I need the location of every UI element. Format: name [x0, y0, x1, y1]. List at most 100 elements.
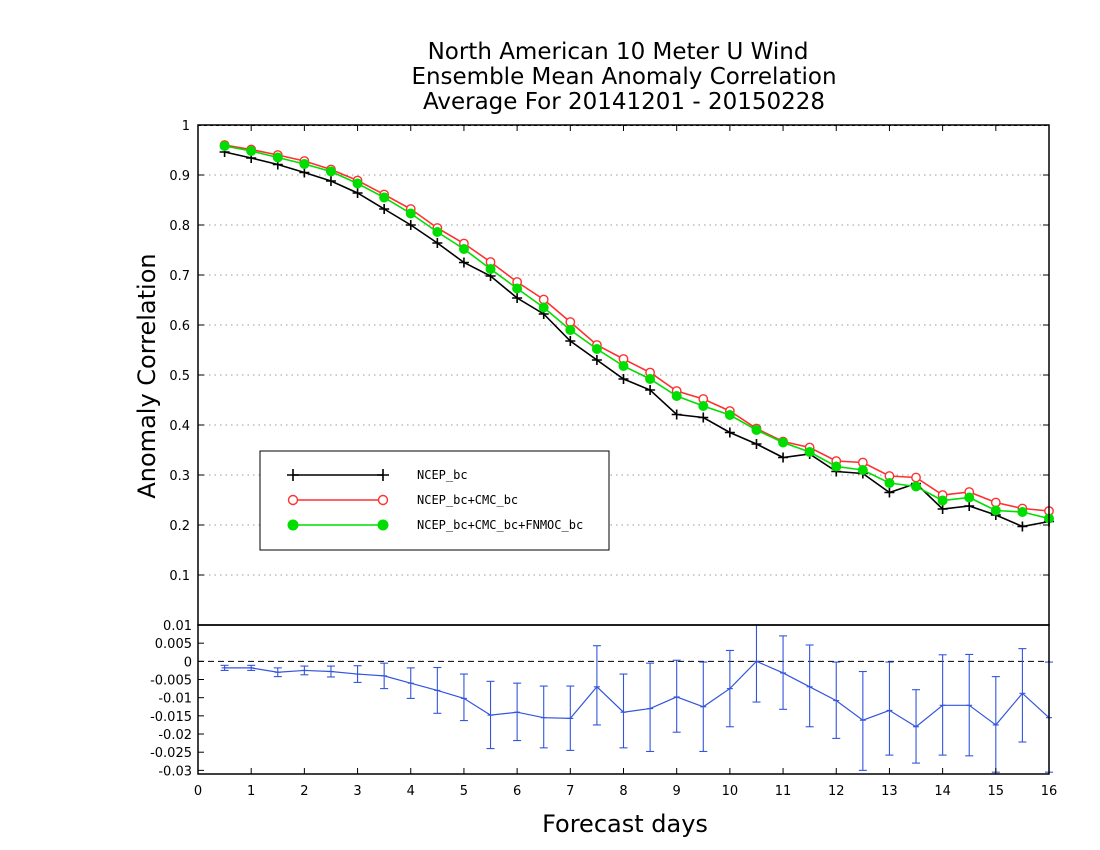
data-point [272, 152, 283, 163]
data-point [990, 497, 1001, 508]
error-bar [779, 635, 788, 710]
y-tick-label: 0.3 [169, 469, 190, 484]
error-bar [805, 644, 814, 728]
error-bar [486, 680, 495, 750]
error-bar [380, 662, 389, 690]
x-tick-label: 16 [1041, 784, 1058, 799]
legend-entry-NCEP_bc+CMC_bc: NCEP_bc+CMC_bc [287, 493, 518, 507]
data-point [778, 452, 789, 463]
y-tick-label: 0.2 [169, 519, 190, 534]
data-point [458, 244, 469, 254]
chart-title-line-1: North American 10 Meter U Wind [428, 39, 809, 65]
data-point [591, 344, 602, 354]
data-point [937, 504, 948, 514]
x-axis-ticks: 0 1 2 3 4 5 6 7 8 9 10 11 12 13 14 15 16 [194, 125, 1057, 799]
data-point [325, 166, 336, 177]
data-point [379, 192, 390, 203]
legend-marker [287, 469, 299, 481]
data-point [618, 361, 629, 371]
chart-title-line-3: Average For 20141201 - 20150228 [423, 89, 825, 115]
data-point [964, 492, 975, 503]
data-point [990, 505, 1001, 516]
y-axis-label: Anomaly Correlation [133, 253, 161, 498]
legend: NCEP_bc NCEP_bc+CMC_bc NCEP_bc+CMC_bc+FNMO… [259, 450, 610, 551]
data-point [671, 409, 682, 420]
data-point [884, 487, 895, 498]
x-tick-label: 12 [828, 784, 845, 799]
data-point [299, 159, 310, 169]
x-tick-label: 5 [460, 784, 468, 799]
upper-panel-series [219, 140, 1054, 532]
error-bar [991, 676, 1000, 773]
error-bar [247, 664, 256, 671]
legend-entry-NCEP_bc: NCEP_bc [287, 468, 468, 482]
data-point [804, 447, 815, 457]
data-point [911, 472, 921, 483]
lower-y-tick-label: -0.005 [150, 674, 192, 689]
error-bar [725, 649, 734, 728]
legend-entry-NCEP_bc+CMC_bc+FNMOC_bc: NCEP_bc+CMC_bc+FNMOC_bc [287, 518, 583, 532]
data-point [884, 478, 895, 488]
legend-marker [377, 494, 389, 506]
y-tick-label: 0.4 [169, 419, 190, 434]
data-point [645, 374, 656, 384]
data-point [565, 317, 576, 327]
error-bar [858, 670, 867, 771]
x-tick-label: 1 [247, 784, 255, 799]
data-point [432, 238, 443, 248]
x-axis-label: Forecast days [542, 810, 708, 838]
error-bar [459, 673, 468, 722]
lower-y-tick-label: 0 [184, 655, 192, 670]
data-point [751, 439, 762, 449]
lower-y-tick-label: -0.03 [158, 764, 192, 779]
x-tick-label: 13 [881, 784, 898, 799]
data-point [618, 374, 629, 384]
error-bar [220, 664, 229, 671]
error-bar [326, 665, 335, 678]
data-point [565, 336, 576, 346]
lower-y-tick-label: -0.025 [150, 746, 192, 761]
legend-label: NCEP_bc+CMC_bc [417, 493, 518, 507]
x-tick-label: 0 [194, 784, 202, 799]
data-point [432, 227, 443, 237]
upper-panel-y-ticks: 0.1 0.2 0.3 0.4 0.5 0.6 0.7 0.8 0.9 1 [169, 119, 1049, 584]
y-tick-label: 1 [182, 119, 190, 134]
x-tick-label: 4 [407, 784, 415, 799]
error-bar [965, 653, 974, 757]
error-bar [273, 667, 282, 678]
data-point [352, 178, 363, 189]
legend-marker [287, 519, 299, 531]
data-point [405, 208, 416, 219]
x-tick-label: 9 [673, 784, 681, 799]
data-point [964, 501, 975, 511]
data-point [538, 294, 549, 305]
lower-y-tick-label: -0.02 [158, 728, 192, 743]
data-point [698, 412, 709, 423]
error-bar [300, 665, 309, 676]
data-point [724, 427, 735, 438]
legend-marker [287, 494, 299, 506]
lower-plot-frame [197, 624, 1050, 775]
series-NCEP_bc+CMC_bc+FNMOC_bc [219, 141, 1054, 524]
x-tick-label: 14 [934, 784, 951, 799]
data-point [778, 437, 789, 448]
legend-marker [377, 519, 389, 531]
chart-title: North American 10 Meter U Wind Ensemble … [411, 39, 836, 115]
error-bar [539, 685, 548, 749]
error-bar [912, 689, 921, 764]
error-bar [885, 661, 894, 756]
x-tick-label: 8 [619, 784, 627, 799]
x-tick-label: 15 [988, 784, 1005, 799]
error-bar [672, 659, 681, 733]
error-bar [433, 666, 442, 714]
x-tick-label: 2 [300, 784, 308, 799]
data-point [458, 257, 469, 268]
error-bar [513, 682, 522, 742]
difference-line [224, 660, 1050, 728]
data-point [1017, 521, 1028, 532]
data-point [512, 283, 523, 294]
y-tick-label: 0.5 [169, 369, 190, 384]
lower-y-tick-label: 0.005 [155, 637, 192, 652]
data-point [405, 220, 416, 230]
error-bar [646, 662, 655, 753]
